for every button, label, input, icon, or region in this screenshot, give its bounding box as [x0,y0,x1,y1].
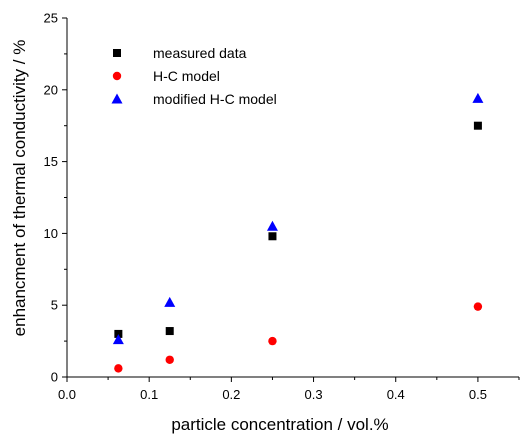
y-tick-label: 15 [44,154,58,169]
axes [66,18,519,378]
x-tick-label: 0.1 [140,387,158,402]
triangle-data-point [164,296,176,307]
x-tick-label: 0.3 [305,387,323,402]
x-axis-title: particle concentration / vol.% [171,415,388,434]
legend-marker-triangle [111,93,123,104]
circle-data-point [473,302,483,311]
x-tick-label: 0.2 [222,387,240,402]
legend-marker-square [113,49,121,57]
legend-label: H-C model [153,68,220,84]
y-tick-label: 10 [44,226,58,241]
triangle-data-point [112,334,124,345]
triangle-data-point [472,92,484,103]
square-data-point [473,121,482,130]
data-points [112,92,484,373]
square-data-point [268,232,277,241]
tick-marks: 0.0 0.1 0.2 0.3 0.4 0.5 0 5 10 15 20 25 [44,11,520,402]
square-data-point [114,329,123,338]
triangle-data-point [266,220,278,231]
legend-label: measured data [153,45,247,61]
circle-data-point [165,355,174,364]
circle-data-point [114,364,123,373]
y-tick-label: 20 [44,82,58,97]
y-tick-label: 0 [51,370,58,385]
y-axis-title: enhancment of thermal conductivity / % [10,40,29,337]
circle-data-point [268,336,277,346]
legend-marker-circle [112,71,122,81]
x-tick-label: 0.5 [469,387,487,402]
x-tick-label: 0.0 [58,387,76,402]
y-tick-label: 25 [44,11,58,26]
x-tick-label: 0.4 [387,387,405,402]
legend: measured data H-C model modified H-C model [111,45,277,107]
square-data-point [165,327,174,336]
y-tick-label: 5 [51,298,58,313]
legend-label: modified H-C model [153,91,277,107]
